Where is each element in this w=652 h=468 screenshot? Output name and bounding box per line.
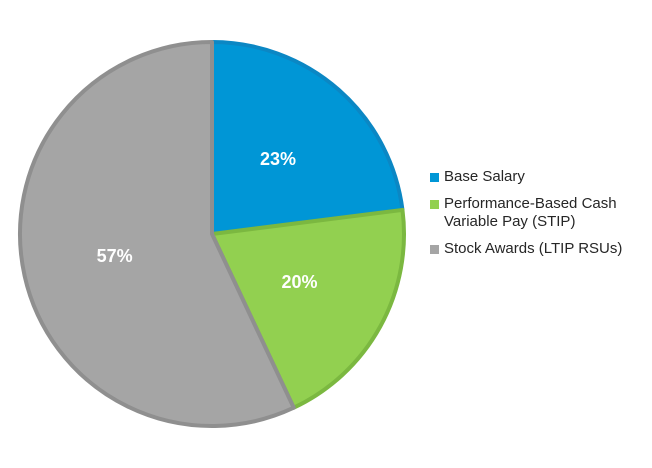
legend-swatch-ltip: [430, 245, 439, 254]
legend-label-ltip: Stock Awards (LTIP RSUs): [444, 240, 623, 257]
legend-item-stip: Performance-Based Cash Variable Pay (STI…: [430, 195, 645, 231]
data-label-base-salary: 23%: [260, 149, 296, 169]
legend-item-base-salary: Base Salary: [430, 168, 645, 186]
legend-swatch-base-salary: [430, 173, 439, 182]
pie-slice-stock-awards-ltip-rsus: [18, 40, 296, 428]
chart-legend: Base Salary Performance-Based Cash Varia…: [430, 168, 645, 267]
legend-swatch-stip: [430, 200, 439, 209]
legend-item-ltip: Stock Awards (LTIP RSUs): [430, 240, 645, 258]
legend-label-base-salary: Base Salary: [444, 168, 525, 185]
pie-slice-base-salary: [210, 40, 405, 236]
data-label-performance-based-cash-variable-pay-stip: 20%: [281, 272, 317, 292]
legend-label-stip: Performance-Based Cash Variable Pay (STI…: [444, 195, 617, 230]
pie-slice-performance-based-cash-variable-pay-stip: [210, 207, 406, 410]
data-label-stock-awards-ltip-rsus: 57%: [97, 246, 133, 266]
